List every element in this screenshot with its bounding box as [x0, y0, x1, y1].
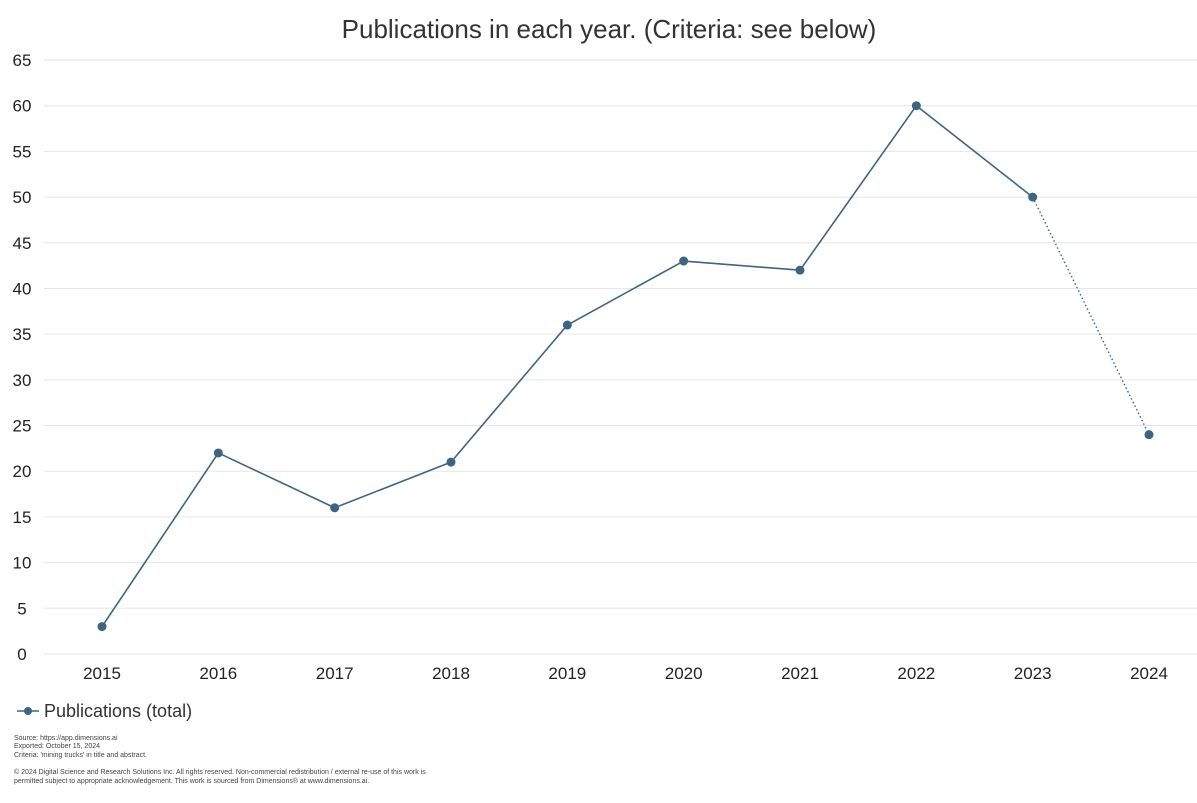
- x-tick-label: 2020: [665, 664, 703, 683]
- data-point-2020[interactable]: [679, 256, 689, 266]
- data-point-2019[interactable]: [562, 320, 572, 330]
- x-axis: 2015 2016 2017 2018 2019 2020 2021 2022 2023 2024: [83, 664, 1168, 683]
- source-line: Source: https://app.dimensions.ai: [14, 735, 118, 742]
- criteria-line: Criteria: 'mining trucks' in title and a…: [14, 751, 147, 759]
- series-line: [101, 104, 1034, 628]
- data-point-2017[interactable]: [330, 503, 340, 513]
- y-tick-label: 30: [13, 371, 32, 390]
- x-tick-label: 2019: [548, 664, 586, 683]
- x-tick-label: 2022: [897, 664, 935, 683]
- x-tick-label: 2023: [1014, 664, 1052, 683]
- gridlines: [44, 59, 1197, 655]
- data-point-2018[interactable]: [446, 457, 456, 467]
- data-point-2015[interactable]: [97, 622, 107, 632]
- x-tick-label: 2024: [1130, 664, 1168, 683]
- chart-title: Publications in each year. (Criteria: se…: [342, 14, 877, 44]
- x-tick-label: 2018: [432, 664, 470, 683]
- copyright-line-2: permitted subject to appropriate acknowl…: [14, 777, 370, 785]
- x-tick-label: 2016: [199, 664, 237, 683]
- chart-footer: Source: https://app.dimensions.ai Export…: [14, 735, 654, 786]
- y-tick-label: 40: [13, 279, 32, 298]
- y-tick-label: 5: [17, 599, 26, 618]
- y-tick-label: 0: [17, 645, 26, 664]
- legend-line-marker-icon: [16, 704, 40, 718]
- x-tick-label: 2015: [83, 664, 121, 683]
- data-point-2021[interactable]: [795, 265, 805, 275]
- data-point-2016[interactable]: [213, 448, 223, 458]
- y-tick-label: 10: [13, 554, 32, 573]
- series-publications: [97, 101, 1154, 632]
- data-point-2022[interactable]: [911, 101, 921, 111]
- y-tick-label: 15: [13, 508, 32, 527]
- copyright-line-1: © 2024 Digital Science and Research Solu…: [14, 769, 426, 777]
- legend-label: Publications (total): [44, 700, 193, 721]
- y-tick-label: 60: [13, 97, 32, 116]
- y-tick-label: 25: [13, 417, 32, 436]
- data-point-2023[interactable]: [1028, 192, 1038, 202]
- y-tick-label: 50: [13, 188, 32, 207]
- y-axis: 0 5 10 15 20 25 30 35 40 45 50 55 60 65: [13, 51, 32, 664]
- y-tick-label: 55: [13, 142, 32, 161]
- y-tick-label: 45: [13, 234, 32, 253]
- y-tick-label: 35: [13, 325, 32, 344]
- series-line-projected-segment: [1032, 196, 1150, 435]
- y-tick-label: 20: [13, 462, 32, 481]
- exported-line: Exported: October 15, 2024: [14, 743, 100, 751]
- data-point-2024[interactable]: [1144, 430, 1154, 440]
- legend[interactable]: Publications (total): [16, 698, 192, 724]
- x-tick-label: 2021: [781, 664, 819, 683]
- x-tick-label: 2017: [316, 664, 354, 683]
- y-tick-label: 65: [13, 51, 32, 70]
